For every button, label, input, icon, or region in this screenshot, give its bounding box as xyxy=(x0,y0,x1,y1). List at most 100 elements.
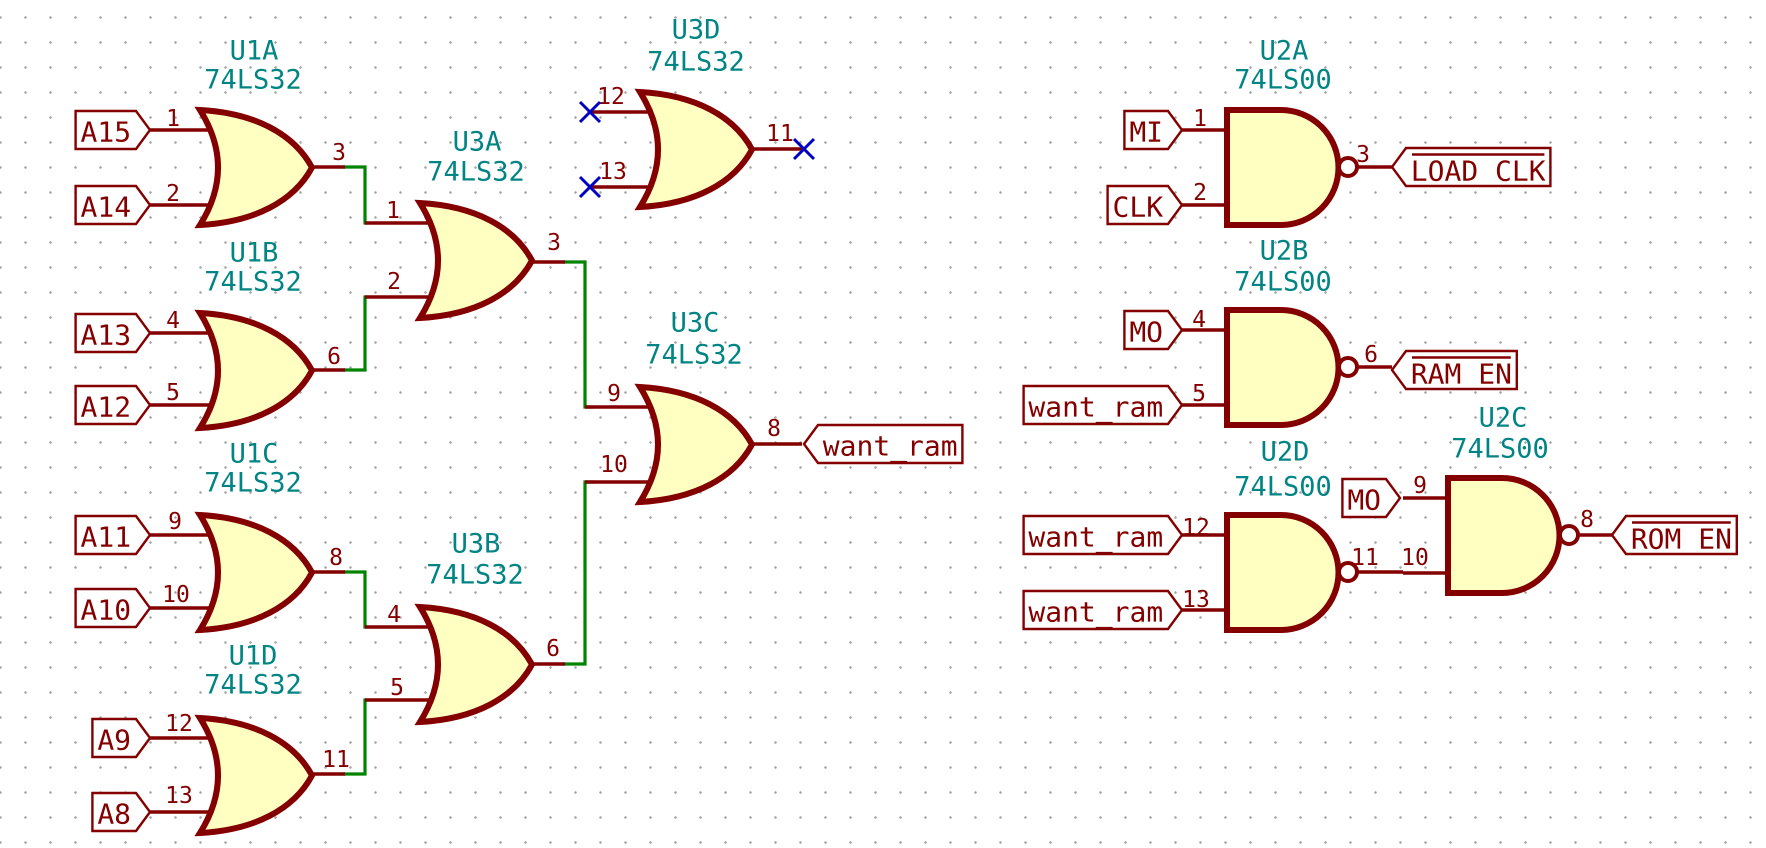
value-U3B[interactable]: 74LS32 xyxy=(426,560,524,591)
global-label-LOAD_CLK-16[interactable]: LOAD_CLK xyxy=(1390,146,1552,189)
pin-number-U3B-5: 5 xyxy=(390,675,404,701)
value-U1C[interactable]: 74LS32 xyxy=(204,468,302,499)
global-label-CLK-9[interactable]: CLK xyxy=(1106,184,1184,226)
value-U1B[interactable]: 74LS32 xyxy=(204,267,302,298)
or-gate-body[interactable] xyxy=(194,106,316,229)
global-label-A13-2[interactable]: A13 xyxy=(74,312,152,354)
or-gate-body[interactable] xyxy=(194,511,316,634)
global-label-A9-6[interactable]: A9 xyxy=(91,717,152,759)
reference-U2A[interactable]: U2A xyxy=(1260,36,1309,67)
pin-number-U2C-8: 8 xyxy=(1580,507,1594,533)
pin-number-U3B-4: 4 xyxy=(387,602,401,628)
wire-U1D.11-to-U3B.5[interactable] xyxy=(343,698,367,776)
or-gate-body[interactable] xyxy=(414,199,536,322)
inversion-bubble xyxy=(1337,156,1359,178)
pin-number-U3C-8: 8 xyxy=(767,416,781,442)
or-gate-body[interactable] xyxy=(194,714,316,837)
pin-number-U3D-11: 11 xyxy=(766,121,794,147)
label-text: MI xyxy=(1129,116,1163,149)
global-label-A10-5[interactable]: A10 xyxy=(74,587,152,629)
nand-gate-body[interactable] xyxy=(1224,107,1342,228)
label-text: A15 xyxy=(81,116,132,149)
reference-U1D[interactable]: U1D xyxy=(229,641,278,672)
pin-number-U2D-12: 12 xyxy=(1182,515,1210,541)
nand-gate-body[interactable] xyxy=(1224,512,1342,633)
reference-U1B[interactable]: U1B xyxy=(230,238,279,269)
reference-U3A[interactable]: U3A xyxy=(453,127,502,158)
gate-U2D[interactable]: 12 13 11 U2D 74LS00 xyxy=(1182,437,1403,633)
global-label-A12-3[interactable]: A12 xyxy=(74,384,152,426)
value-U2A[interactable]: 74LS00 xyxy=(1234,65,1332,96)
or-gate-body[interactable] xyxy=(194,309,316,432)
pin-number-U1D-13: 13 xyxy=(165,783,193,809)
pin-number-U2B-6: 6 xyxy=(1364,342,1378,368)
global-label-A14-1[interactable]: A14 xyxy=(74,184,152,226)
global-label-A11-4[interactable]: A11 xyxy=(74,514,152,556)
global-label-want_ram-11[interactable]: want_ram xyxy=(1022,384,1184,426)
reference-U3C[interactable]: U3C xyxy=(671,308,720,339)
global-label-ROM_EN-18[interactable]: ROM_EN xyxy=(1610,514,1739,557)
wire-U3B.6-to-U3C.10[interactable] xyxy=(563,480,594,666)
value-U2B[interactable]: 74LS00 xyxy=(1234,267,1332,298)
label-shape xyxy=(1610,514,1739,556)
pin-number-U3C-9: 9 xyxy=(607,381,621,407)
value-U1A[interactable]: 74LS32 xyxy=(204,65,302,96)
label-shape xyxy=(1390,349,1519,391)
reference-U2C[interactable]: U2C xyxy=(1479,403,1528,434)
wire-U1C.8-to-U3B.4[interactable] xyxy=(343,570,367,629)
wire-U1A.3-to-U3A.1[interactable] xyxy=(343,165,367,225)
pin-number-U2C-9: 9 xyxy=(1413,473,1427,499)
or-gate-body[interactable] xyxy=(414,603,536,726)
value-U2D[interactable]: 74LS00 xyxy=(1234,472,1332,503)
global-label-MO-10[interactable]: MO xyxy=(1123,309,1184,351)
no-connect-flag-2[interactable] xyxy=(792,137,816,161)
value-U1D[interactable]: 74LS32 xyxy=(204,670,302,701)
label-shape xyxy=(1390,146,1552,188)
reference-U3B[interactable]: U3B xyxy=(452,529,501,560)
global-label-want_ram-15[interactable]: want_ram xyxy=(802,423,964,465)
no-connect-flag-1[interactable] xyxy=(578,175,602,199)
global-label-A8-7[interactable]: A8 xyxy=(91,791,152,833)
label-shape xyxy=(1123,109,1184,151)
global-label-want_ram-12[interactable]: want_ram xyxy=(1022,514,1184,556)
reference-U2D[interactable]: U2D xyxy=(1261,437,1310,468)
wire-U3A.3-to-U3C.9[interactable] xyxy=(563,260,594,409)
value-U3C[interactable]: 74LS32 xyxy=(645,340,743,371)
value-U3D[interactable]: 74LS32 xyxy=(647,47,745,78)
label-shape xyxy=(74,312,152,354)
global-label-MO-14[interactable]: MO xyxy=(1341,477,1402,519)
nand-gate-body[interactable] xyxy=(1445,475,1563,596)
nand-gate-body[interactable] xyxy=(1224,307,1342,428)
label-text: A14 xyxy=(81,191,132,224)
value-U2C[interactable]: 74LS00 xyxy=(1451,434,1549,465)
label-shape xyxy=(1022,514,1184,556)
pin-number-U3B-6: 6 xyxy=(546,636,560,662)
global-label-A15-0[interactable]: A15 xyxy=(74,109,152,151)
value-U3A[interactable]: 74LS32 xyxy=(427,157,525,188)
reference-U3D[interactable]: U3D xyxy=(672,15,721,46)
global-label-RAM_EN-17[interactable]: RAM_EN xyxy=(1390,349,1519,392)
or-gate-body[interactable] xyxy=(634,88,756,211)
or-gate-body[interactable] xyxy=(634,383,756,506)
wire-U1B.6-to-U3A.2[interactable] xyxy=(343,295,367,372)
no-connect-flag-0[interactable] xyxy=(578,100,602,124)
global-label-want_ram-13[interactable]: want_ram xyxy=(1022,589,1184,631)
label-text: want_ram xyxy=(1028,596,1163,630)
reference-U1A[interactable]: U1A xyxy=(230,36,279,67)
global-label-MI-8[interactable]: MI xyxy=(1123,109,1184,151)
reference-U1C[interactable]: U1C xyxy=(230,439,279,470)
reference-U2B[interactable]: U2B xyxy=(1260,236,1309,267)
